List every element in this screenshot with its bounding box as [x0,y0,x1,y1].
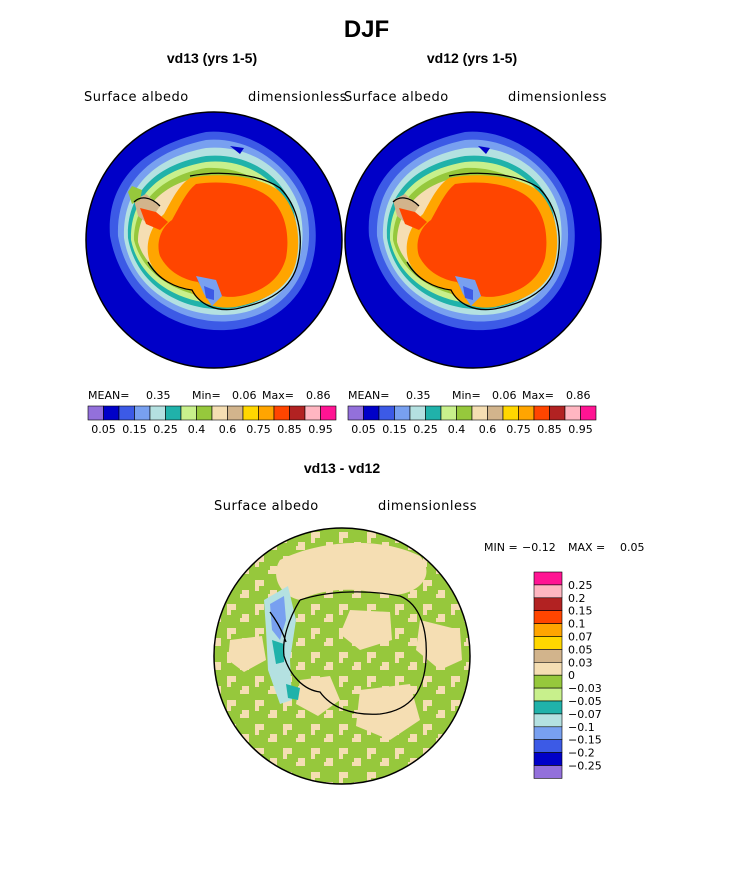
colorbar-tick-label: 0.15 [568,605,593,618]
colorbar-right: 0.05 0.15 0.25 0.4 0.6 0.75 0.85 0.95 [347,405,597,436]
colorbar-swatch [320,405,337,421]
colorbar-swatch [533,571,563,586]
panel-left-subtitle: vd13 (yrs 1-5) [166,50,258,66]
colorbar-tick-label: 0.6 [219,423,237,436]
colorbar-tick-label: −0.05 [568,695,602,708]
colorbar-swatch [518,405,535,421]
colorbar-swatch [533,726,563,740]
colorbar-swatch [533,752,563,766]
colorbar-swatch [533,405,550,421]
colorbar-tick-label: 0.25 [413,423,438,436]
colorbar-swatch [533,700,563,715]
colorbar-swatch [533,765,563,779]
colorbar-swatch [211,405,228,421]
colorbar-tick-label: 0.85 [277,423,302,436]
colorbar-tick-label: 0.15 [382,423,407,436]
colorbar-swatch [533,739,563,753]
panel-right-stats: MEAN= 0.35 Min= 0.06 Max= 0.86 [348,389,591,402]
colorbar-tick-label: 0.03 [568,656,593,669]
colorbar-swatch [440,405,457,421]
diff-panel-units-label: dimensionless [378,499,477,514]
colorbar-tick-label: −0.03 [568,682,602,695]
colorbar-swatch [242,405,259,421]
colorbar-tick-label: 0.4 [448,423,466,436]
colorbar-swatch [289,405,306,421]
colorbar-tick-label: 0.75 [506,423,531,436]
colorbar-swatch [118,405,135,421]
colorbar-swatch [149,405,166,421]
colorbar-tick-label: 0.07 [568,631,593,644]
colorbar-swatch [347,405,364,421]
map-difference [214,528,470,784]
colorbar-swatch [103,405,120,421]
colorbar-tick-label: 0.85 [537,423,562,436]
colorbar-tick-label: 0.25 [568,579,593,592]
colorbar-swatch [258,405,275,421]
colorbar-swatch [394,405,411,421]
colorbar-tick-label: 0 [568,669,575,682]
colorbar-swatch [363,405,380,421]
colorbar-swatch [533,649,563,663]
colorbar-tick-label: −0.25 [568,760,602,773]
colorbar-swatch [165,405,182,421]
colorbar-swatch [180,405,197,421]
colorbar-diff: 0.250.20.150.10.070.050.030−0.03−0.05−0.… [533,571,602,779]
diff-panel-subtitle: vd13 - vd12 [303,460,381,476]
panel-right-subtitle: vd12 (yrs 1-5) [426,50,518,66]
colorbar-swatch [471,405,488,421]
colorbar-swatch [456,405,473,421]
colorbar-swatch [533,610,563,624]
map-left-albedo [86,112,342,368]
figure-title: DJF [343,16,390,43]
colorbar-tick-label: 0.05 [91,423,116,436]
colorbar-tick-label: −0.2 [568,747,595,760]
colorbar-swatch [227,405,244,421]
diff-panel-variable-label: Surface albedo [214,499,319,514]
colorbar-swatch [134,405,151,421]
colorbar-swatch [533,713,563,728]
colorbar-tick-label: −0.15 [568,734,602,747]
colorbar-tick-label: 0.6 [479,423,497,436]
colorbar-swatch [487,405,504,421]
colorbar-tick-label: 0.2 [568,592,586,605]
colorbar-tick-label: 0.95 [308,423,333,436]
colorbar-tick-label: −0.07 [568,708,602,721]
colorbar-swatch [425,405,442,421]
colorbar-swatch [533,661,563,676]
colorbar-tick-label: 0.75 [246,423,271,436]
colorbar-swatch [533,636,563,650]
diff-panel-stats: MIN = −0.12 MAX = 0.05 [484,541,645,554]
colorbar-tick-label: 0.4 [188,423,206,436]
colorbar-swatch [580,405,597,421]
colorbar-swatch [378,405,395,421]
colorbar-swatch [196,405,213,421]
panel-left-units-label: dimensionless [248,90,347,105]
colorbar-swatch [502,405,519,421]
colorbar-tick-label: 0.25 [153,423,178,436]
colorbar-left: 0.05 0.15 0.25 0.4 0.6 0.75 0.85 0.95 [87,405,337,436]
colorbar-swatch [549,405,566,421]
map-right-albedo [345,112,601,368]
colorbar-swatch [533,584,563,599]
colorbar-swatch [533,687,563,702]
colorbar-tick-label: 0.05 [568,643,593,656]
colorbar-swatch [409,405,426,421]
colorbar-tick-label: 0.95 [568,423,593,436]
colorbar-swatch [304,405,321,421]
colorbar-tick-label: 0.15 [122,423,147,436]
panel-right-units-label: dimensionless [508,90,607,105]
colorbar-swatch [273,405,290,421]
panel-right-variable-label: Surface albedo [344,90,449,105]
colorbar-swatch [564,405,581,421]
colorbar-swatch [533,597,563,611]
colorbar-swatch [533,623,563,637]
panel-left-stats: MEAN= 0.35 Min= 0.06 Max= 0.86 [88,389,331,402]
colorbar-tick-label: −0.1 [568,721,595,734]
colorbar-tick-label: 0.05 [351,423,376,436]
colorbar-tick-label: 0.1 [568,618,586,631]
panel-left-variable-label: Surface albedo [84,90,189,105]
colorbar-swatch [533,674,563,689]
colorbar-swatch [87,405,104,421]
